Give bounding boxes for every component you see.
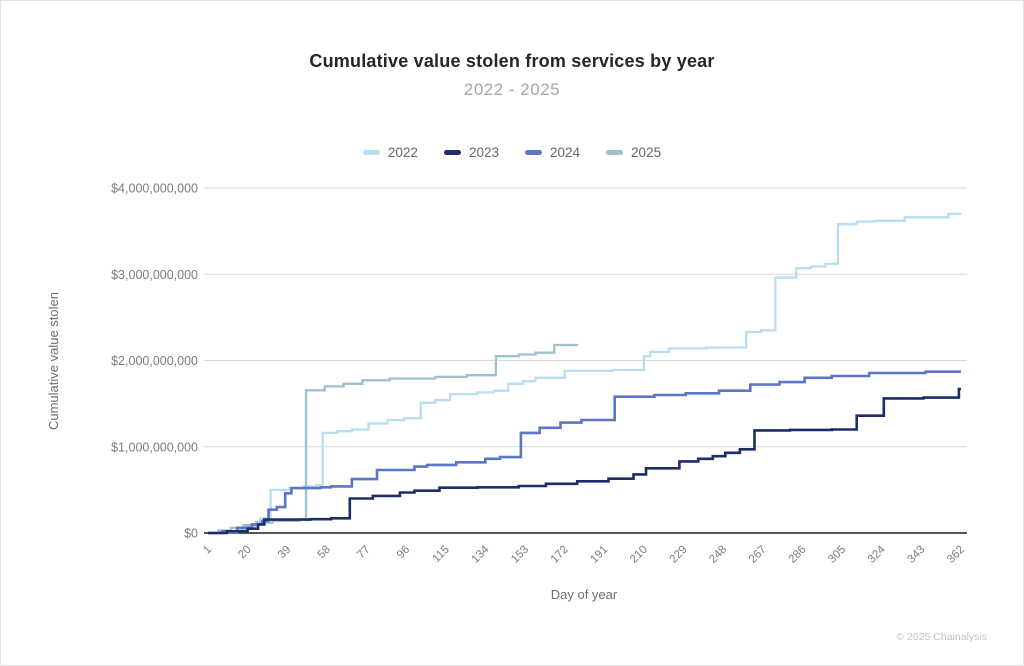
legend-swatch-2025 xyxy=(606,150,624,155)
legend-item-2025: 2025 xyxy=(606,145,661,160)
legend-item-2022: 2022 xyxy=(362,145,418,160)
series-line-2025 xyxy=(208,343,579,535)
x-tick-label: 343 xyxy=(905,544,927,566)
legend-label-2024: 2024 xyxy=(550,145,581,160)
legend-swatch-2024 xyxy=(525,150,542,155)
x-tick-label: 77 xyxy=(355,544,373,562)
legend-swatch-2023 xyxy=(443,150,461,155)
x-tick-label: 1 xyxy=(201,544,214,557)
legend-swatch-2022 xyxy=(362,150,380,155)
series-lines xyxy=(208,212,961,535)
x-tick-label: 39 xyxy=(276,544,294,562)
chart-subtitle: 2022 - 2025 xyxy=(463,80,561,99)
x-tick-label: 58 xyxy=(315,544,333,562)
x-tick-label: 96 xyxy=(395,544,413,562)
legend-label-2025: 2025 xyxy=(631,145,662,160)
chart-title: Cumulative value stolen from services by… xyxy=(309,51,715,71)
x-tick-label: 191 xyxy=(588,544,610,566)
y-axis-title: Cumulative value stolen xyxy=(46,292,61,430)
y-tick-label: $2,000,000,000 xyxy=(111,354,198,368)
legend-item-2024: 2024 xyxy=(525,145,580,160)
x-tick-label: 229 xyxy=(668,544,690,566)
series-line-2024 xyxy=(208,370,961,535)
x-tick-label: 324 xyxy=(866,543,888,565)
gridlines xyxy=(204,187,967,534)
copyright-text: © 2025 Chainalysis xyxy=(896,631,987,643)
y-tick-labels: $0 $1,000,000,000 $2,000,000,000 $3,000,000… xyxy=(111,182,198,541)
y-tick-label: $4,000,000,000 xyxy=(111,182,198,196)
legend-label-2023: 2023 xyxy=(468,145,499,160)
x-axis-title: Day of year xyxy=(551,587,618,602)
x-tick-label: 248 xyxy=(707,544,729,566)
x-tick-labels: 1 20 39 58 77 96 115 134 153 172 191 210 229 248 267 28… xyxy=(201,543,967,565)
x-tick-label: 362 xyxy=(945,544,967,566)
legend-item-2023: 2023 xyxy=(443,145,499,160)
x-tick-label: 115 xyxy=(430,544,451,565)
series-line-2023 xyxy=(208,387,961,535)
x-tick-label: 172 xyxy=(549,544,571,566)
legend: 2022 2023 2024 2025 xyxy=(1,145,1023,160)
y-tick-label: $3,000,000,000 xyxy=(111,268,198,282)
y-tick-label: $1,000,000,000 xyxy=(111,440,198,454)
legend-label-2022: 2022 xyxy=(387,145,418,160)
x-tick-label: 134 xyxy=(469,543,491,565)
x-tick-label: 20 xyxy=(236,544,254,562)
x-tick-label: 210 xyxy=(628,544,650,566)
y-tick-label: $0 xyxy=(184,527,198,541)
x-tick-label: 267 xyxy=(747,544,769,566)
x-tick-label: 153 xyxy=(509,544,531,566)
series-line-2022 xyxy=(208,212,961,535)
x-tick-label: 286 xyxy=(787,544,809,566)
x-tick-label: 305 xyxy=(826,544,848,566)
